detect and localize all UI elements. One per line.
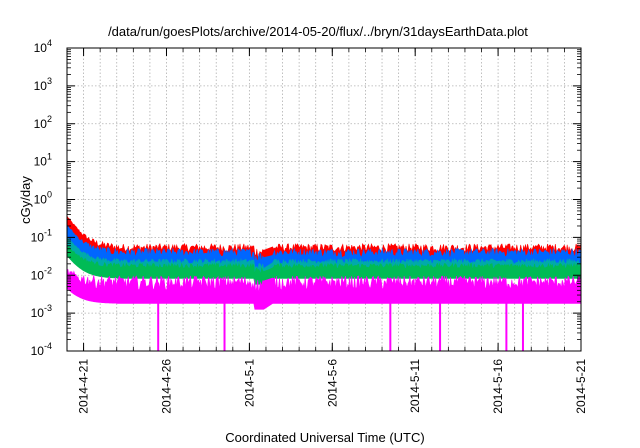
- x-axis: 2014-4-21 2014-4-26 2014-5-1 2014-5-6 2014-5…: [77, 48, 588, 414]
- series-group: [66, 214, 582, 351]
- series-gap-line: [263, 257, 273, 268]
- x-tick-label: 2014-5-16: [491, 359, 505, 414]
- x-tick-label: 2014-5-11: [408, 359, 422, 413]
- x-tick-label: 2014-5-21: [574, 359, 588, 414]
- y-tick-label: 102: [34, 114, 52, 131]
- y-tick-label: 10-2: [31, 265, 52, 282]
- x-axis-label: Coordinated Universal Time (UTC): [225, 430, 424, 445]
- x-tick-label: 2014-4-26: [159, 359, 173, 414]
- y-tick-label: 101: [34, 152, 52, 169]
- x-tick-label: 2014-5-1: [242, 359, 256, 407]
- grid: [67, 48, 581, 351]
- y-axis-label: cGy/day: [18, 176, 33, 224]
- y-tick-label: 100: [34, 190, 52, 207]
- x-tick-label: 2014-5-6: [325, 359, 339, 407]
- series-gap-line: [263, 268, 273, 279]
- y-tick-label: 10-4: [31, 341, 52, 358]
- y-tick-label: 103: [34, 76, 52, 93]
- y-tick-label: 104: [34, 38, 52, 55]
- x-tick-label: 2014-4-21: [77, 359, 91, 414]
- y-tick-label: 10-1: [31, 227, 52, 244]
- y-tick-label: 10-3: [31, 303, 52, 320]
- y-axis: 104 103 102 101 100 10-1 10-2 10-3 10-4: [31, 38, 581, 358]
- chart-title: /data/run/goesPlots/archive/2014-05-20/f…: [108, 24, 528, 39]
- series-gap-line: [263, 290, 273, 301]
